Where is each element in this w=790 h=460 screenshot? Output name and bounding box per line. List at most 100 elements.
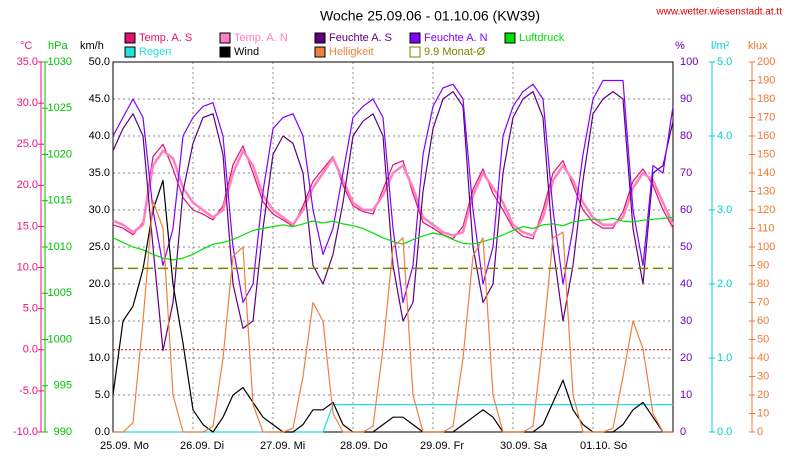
legend-swatch — [409, 46, 421, 58]
y-tick-label: 30.0 — [17, 97, 38, 109]
legend-label: Temp. A. S — [139, 32, 192, 44]
y-tick-label: 70 — [757, 296, 769, 308]
y-tick-label: 25.0 — [17, 138, 38, 150]
x-tick-label: 29.09. Fr — [420, 440, 464, 452]
y-tick-label: 25.0 — [89, 241, 110, 253]
y-tick-label: 15.0 — [17, 220, 38, 232]
y-tick-label: 10.0 — [89, 352, 110, 364]
y-tick-label: 1020 — [48, 148, 72, 160]
y-tick-label: 2.0 — [717, 278, 732, 290]
legend-label: Helligkeit — [329, 46, 374, 58]
y-tick-label: 50 — [680, 241, 692, 253]
y-tick-label: 40 — [757, 352, 769, 364]
series-line — [113, 404, 673, 433]
y-tick-label: 1010 — [48, 241, 72, 253]
y-tick-label: 110 — [757, 222, 775, 234]
y-tick-label: 100 — [757, 241, 775, 253]
y-tick-label: 0 — [757, 426, 763, 438]
x-tick-label: 27.09. Mi — [260, 440, 305, 452]
legend-swatch — [314, 46, 326, 58]
legend-swatch — [504, 32, 516, 44]
y-tick-label: 80 — [680, 130, 692, 142]
y-tick-label: 70 — [680, 167, 692, 179]
y-tick-label: 990 — [54, 426, 72, 438]
source: www.wetter.wiesenstadt.at.tt — [655, 7, 782, 18]
axis-label: hPa — [48, 40, 68, 52]
y-tick-label: 0 — [680, 426, 686, 438]
x-tick-label: 30.09. Sa — [500, 440, 548, 452]
y-tick-label: 170 — [757, 111, 775, 123]
y-tick-label: 5.0 — [717, 56, 732, 68]
legend-swatch — [314, 32, 326, 44]
y-tick-label: 20.0 — [17, 179, 38, 191]
x-tick-label: 26.09. Di — [180, 440, 224, 452]
series-line — [112, 216, 674, 261]
y-tick-label: 1015 — [48, 195, 72, 207]
y-tick-label: 200 — [757, 56, 775, 68]
y-tick-label: 190 — [757, 74, 775, 86]
y-tick-label: 1000 — [48, 333, 72, 345]
y-tick-label: 60 — [757, 315, 769, 327]
legend-swatch — [409, 32, 421, 44]
y-tick-label: 1025 — [48, 102, 72, 114]
legend-label: Feuchte A. N — [424, 32, 488, 44]
y-tick-label: 150 — [757, 148, 775, 160]
legend-swatch — [219, 32, 231, 44]
axis-label: l/m² — [711, 40, 730, 52]
x-tick-label: 25.09. Mo — [100, 440, 149, 452]
y-tick-label: 30.0 — [89, 204, 110, 216]
legend-label: 9.9 Monat-Ø — [424, 46, 486, 58]
y-tick-label: 1030 — [48, 56, 72, 68]
y-tick-label: 50 — [757, 333, 769, 345]
y-tick-label: 995 — [54, 380, 72, 392]
y-tick-label: 100 — [680, 56, 698, 68]
legend-label: Wind — [234, 46, 259, 58]
y-tick-label: 20.0 — [89, 278, 110, 290]
y-tick-label: 20 — [757, 389, 769, 401]
y-tick-label: 90 — [757, 259, 769, 271]
legend-label: Feuchte A. S — [329, 32, 392, 44]
y-tick-label: 35.0 — [89, 167, 110, 179]
y-tick-label: 15.0 — [89, 315, 110, 327]
plot-frame — [112, 61, 674, 433]
y-tick-label: 35.0 — [17, 56, 38, 68]
legend-swatch — [219, 46, 231, 58]
y-tick-label: 60 — [680, 204, 692, 216]
x-tick-label: 01.10. So — [580, 440, 627, 452]
y-tick-label: 20 — [680, 352, 692, 364]
y-tick-label: 120 — [757, 204, 775, 216]
x-tick-label: 28.09. Do — [340, 440, 388, 452]
y-tick-label: 160 — [757, 130, 775, 142]
y-tick-label: 40 — [680, 278, 692, 290]
legend-label: Regen — [139, 46, 171, 58]
series-line — [112, 90, 674, 352]
y-tick-label: 45.0 — [89, 93, 110, 105]
y-tick-label: 30 — [757, 370, 769, 382]
legend-label: Luftdruck — [519, 32, 565, 44]
y-tick-label: 5.0 — [23, 303, 38, 315]
legend-swatch — [124, 46, 136, 58]
y-tick-label: 0.0 — [23, 344, 38, 356]
y-tick-label: 1005 — [48, 287, 72, 299]
y-tick-label: -5.0 — [19, 385, 38, 397]
y-tick-label: 130 — [757, 185, 775, 197]
y-tick-label: 180 — [757, 93, 775, 105]
axis-label: % — [675, 40, 685, 52]
y-tick-label: 10 — [680, 389, 692, 401]
y-tick-label: 10 — [757, 407, 769, 419]
series-line — [112, 79, 674, 304]
series-line — [112, 149, 675, 237]
y-tick-label: 140 — [757, 167, 775, 179]
y-tick-label: 0.0 — [95, 426, 110, 438]
y-tick-label: 10.0 — [17, 261, 38, 273]
y-tick-label: -10.0 — [13, 426, 38, 438]
legend-swatch — [124, 32, 136, 44]
series-line — [112, 143, 674, 240]
axis-label: °C — [20, 40, 32, 52]
y-tick-label: 5.0 — [95, 389, 110, 401]
y-tick-label: 3.0 — [717, 204, 732, 216]
legend-label: Temp. A. N — [234, 32, 288, 44]
y-tick-label: 4.0 — [717, 130, 732, 142]
y-tick-label: 50.0 — [89, 56, 110, 68]
